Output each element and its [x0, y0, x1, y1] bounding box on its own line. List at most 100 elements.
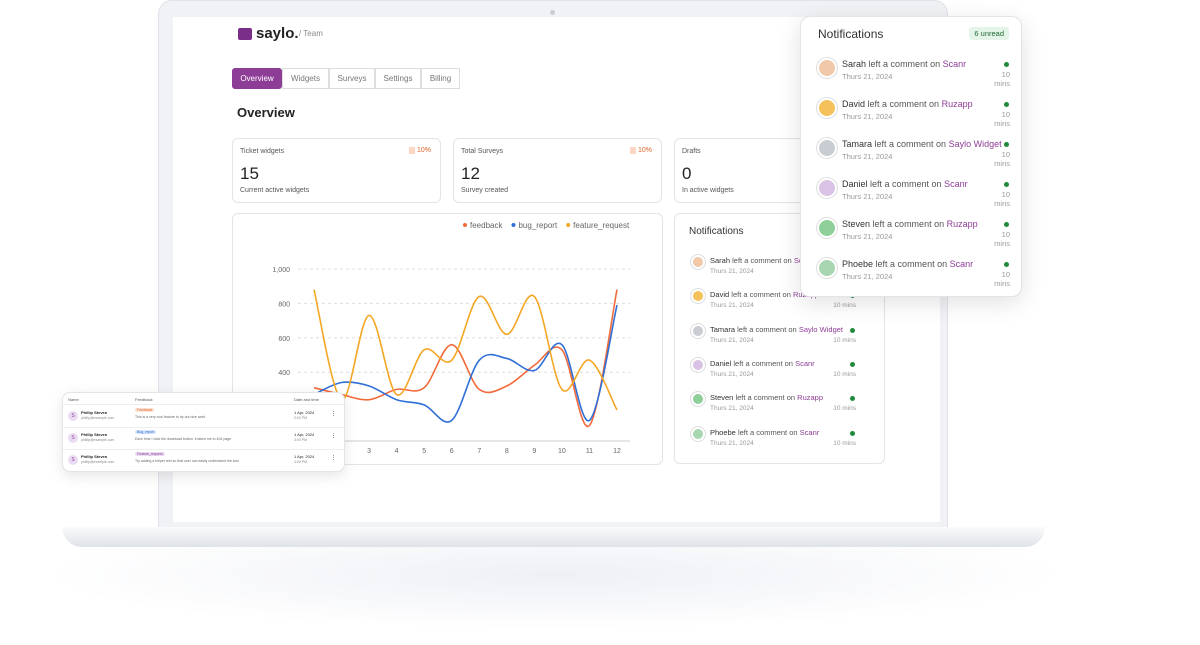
notification-text: Tamara left a comment on Saylo Widget: [710, 325, 850, 334]
series-line: [313, 289, 618, 411]
notification-date: Thurs 21, 2024: [710, 405, 754, 413]
notification-text: Phoebe left a comment on Scanr: [710, 428, 850, 437]
avatar: [691, 426, 705, 441]
notification-target[interactable]: Ruzapp: [941, 99, 973, 109]
time: 3:00 PM: [294, 438, 308, 442]
legend-label: feedback: [470, 221, 503, 230]
popup-notification-item: Daniel left a comment on Scanr Thurs 21, …: [842, 179, 1002, 201]
unread-dot: [1004, 102, 1009, 107]
notification-time: 10 mins: [833, 302, 856, 310]
logo-text: saylo.: [256, 25, 299, 42]
notification-date: Thurs 21, 2024: [842, 192, 893, 201]
legend-marker: [566, 223, 571, 227]
date: 1 Apr, 2024: [294, 410, 315, 415]
tab[interactable]: Billing: [421, 68, 460, 89]
avatar: [691, 323, 705, 338]
notification-date: Thurs 21, 2024: [842, 152, 893, 161]
notification-name: Phoebe: [710, 427, 736, 437]
x-tick-label: 4: [395, 448, 399, 455]
notification-target[interactable]: Scanr: [949, 259, 974, 269]
notification-target[interactable]: Scanr: [944, 179, 968, 189]
row-menu[interactable]: [333, 433, 334, 438]
notification-target[interactable]: Saylo Widget: [798, 324, 844, 334]
avatar: S: [68, 411, 78, 421]
avatar: [691, 255, 705, 269]
notification-action: left a comment on: [868, 59, 941, 69]
row-menu[interactable]: [333, 411, 334, 416]
unread-dot: [850, 396, 855, 402]
x-tick-label: 7: [477, 448, 481, 455]
notification-target[interactable]: Ruzapp: [946, 219, 978, 229]
notification-action: left a comment on: [737, 427, 798, 437]
y-tick-label: 600: [278, 336, 290, 343]
tab[interactable]: Widgets: [282, 68, 329, 89]
tab[interactable]: Settings: [375, 68, 421, 89]
notification-target[interactable]: Scanr: [799, 427, 820, 437]
notification-action: left a comment on: [872, 219, 945, 229]
notification-action: left a comment on: [874, 139, 947, 149]
notification-name: Sarah: [842, 59, 867, 69]
notification-time: 10 mins: [994, 230, 1010, 248]
feedback-text: Each time I click the download button, i…: [135, 437, 232, 441]
notification-target[interactable]: Scanr: [795, 358, 815, 368]
unread-dot: [850, 327, 855, 333]
unread-badge: 6 unread: [969, 27, 1009, 40]
notification-target[interactable]: Scanr: [942, 59, 967, 69]
notification-action: left a comment on: [870, 179, 942, 189]
table-header: Date and time: [294, 397, 319, 402]
table-header: Name: [68, 397, 79, 402]
stat-badge: 10%: [629, 147, 652, 154]
notification-date: Thurs 21, 2024: [842, 232, 893, 241]
feedback-tag: Feature_request: [135, 452, 165, 456]
notification-time: 10 mins: [833, 336, 856, 344]
feedback-tag: Feedback: [135, 408, 155, 412]
user-name: Phillip Steven: [81, 454, 108, 459]
stat-caption: Current active widgets: [240, 187, 310, 194]
notification-text: Tamara left a comment on Saylo Widget: [842, 139, 1002, 149]
tab[interactable]: Overview: [232, 68, 282, 89]
x-tick-label: 6: [450, 448, 454, 455]
unread-dot: [1004, 142, 1009, 147]
avatar: [691, 392, 705, 407]
avatar: [817, 218, 837, 238]
user-name: Phillip Steven: [81, 410, 108, 415]
notification-text: Daniel left a comment on Scanr: [842, 179, 1002, 189]
time: 2:02 PM: [294, 416, 308, 420]
notification-time: 10 mins: [994, 270, 1010, 288]
stat-badge: 10%: [408, 147, 431, 154]
notification-name: David: [710, 290, 730, 300]
user-email: phillip@example.com: [81, 460, 115, 464]
row-menu[interactable]: [333, 455, 334, 460]
notification-date: Thurs 21, 2024: [710, 302, 754, 310]
unread-dot: [850, 430, 855, 436]
feedback-tag: Bug_report: [135, 430, 157, 434]
notification-text: Steven left a comment on Ruzapp: [710, 393, 850, 402]
notification-name: Daniel: [710, 358, 732, 368]
stat-card: Ticket widgets 10% 15 Current active widget…: [232, 138, 441, 203]
unread-dot: [1004, 222, 1009, 227]
notification-target[interactable]: Saylo Widget: [948, 139, 1002, 149]
notification-item: Phoebe left a comment on Scanr Thurs 21, …: [710, 428, 850, 447]
stat-caption: In active widgets: [682, 187, 734, 194]
notification-name: David: [842, 99, 866, 109]
stat-title: Drafts: [682, 148, 701, 155]
tab[interactable]: Surveys: [329, 68, 375, 89]
notification-time: 10 mins: [994, 150, 1010, 168]
avatar: S: [68, 455, 78, 465]
notification-text: David left a comment on Ruzapp: [842, 99, 1002, 109]
stat-caption: Survey created: [461, 187, 509, 194]
row-divider: [63, 427, 344, 428]
popup-notification-item: David left a comment on Ruzapp Thurs 21, …: [842, 99, 1002, 121]
notification-time: 10 mins: [994, 110, 1010, 128]
notification-time: 10 mins: [833, 439, 856, 447]
unread-dot: [850, 361, 855, 367]
notification-date: Thurs 21, 2024: [710, 439, 754, 447]
notification-date: Thurs 21, 2024: [710, 370, 754, 378]
page-title: Overview: [237, 105, 295, 120]
notification-target[interactable]: Ruzapp: [797, 393, 824, 403]
notification-name: Tamara: [842, 139, 873, 149]
notification-date: Thurs 21, 2024: [710, 336, 754, 344]
stat-value: 12: [461, 164, 480, 183]
y-tick-label: 1,000: [272, 267, 290, 274]
